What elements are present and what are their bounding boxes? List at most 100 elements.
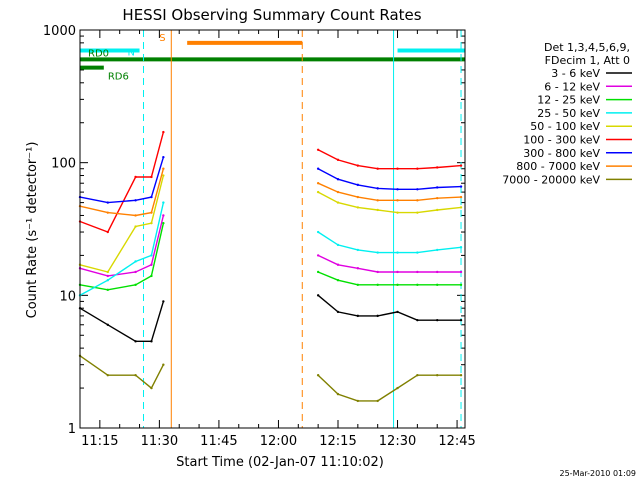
data-point bbox=[150, 274, 153, 278]
data-point bbox=[106, 270, 109, 274]
data-point bbox=[356, 195, 360, 199]
data-point bbox=[106, 230, 109, 234]
data-point bbox=[436, 186, 439, 189]
data-point bbox=[134, 214, 137, 217]
data-point bbox=[416, 167, 419, 170]
data-point bbox=[162, 130, 165, 134]
series-line bbox=[317, 271, 461, 286]
series-line bbox=[79, 131, 165, 233]
state-bar-label: RD0 bbox=[88, 48, 109, 59]
legend-entry-label: 6 - 12 keV bbox=[544, 80, 600, 93]
footer-timestamp: 25-Mar-2010 01:09 bbox=[560, 469, 637, 478]
data-point bbox=[316, 148, 320, 152]
data-point bbox=[356, 314, 360, 318]
data-point bbox=[336, 392, 340, 396]
series-line bbox=[317, 191, 462, 214]
data-point bbox=[316, 230, 320, 234]
data-point bbox=[436, 208, 439, 212]
data-point bbox=[316, 182, 320, 185]
x-tick-label: 12:15 bbox=[319, 434, 356, 449]
data-point bbox=[436, 283, 439, 287]
data-point bbox=[316, 190, 320, 194]
data-point bbox=[436, 270, 439, 274]
data-point bbox=[459, 195, 463, 199]
data-point bbox=[134, 283, 137, 287]
chart-title: HESSI Observing Summary Count Rates bbox=[122, 6, 421, 24]
data-point bbox=[459, 270, 463, 274]
state-bar-label: N bbox=[128, 48, 135, 59]
legend-entry-label: 7000 - 20000 keV bbox=[502, 173, 600, 186]
data-point bbox=[336, 158, 340, 162]
data-point bbox=[416, 270, 419, 274]
data-point bbox=[436, 196, 439, 200]
y-tick-label: 1000 bbox=[43, 24, 76, 39]
data-point bbox=[106, 288, 109, 292]
data-point bbox=[396, 386, 399, 390]
data-point bbox=[150, 263, 153, 266]
data-point bbox=[134, 225, 137, 228]
legend-entry-label: 300 - 800 keV bbox=[523, 147, 600, 160]
data-point bbox=[336, 310, 340, 314]
data-point bbox=[106, 211, 109, 214]
data-point bbox=[316, 254, 320, 257]
state-bar-label: RD6 bbox=[108, 72, 129, 83]
data-point bbox=[376, 199, 379, 202]
data-point bbox=[106, 323, 109, 326]
series-line bbox=[79, 355, 165, 390]
y-tick-label: 100 bbox=[51, 157, 76, 172]
data-point bbox=[316, 374, 320, 377]
data-point bbox=[162, 155, 165, 159]
y-tick-label: 1 bbox=[68, 422, 76, 437]
plot-frame bbox=[79, 29, 466, 429]
data-point bbox=[416, 374, 419, 377]
data-point bbox=[356, 248, 360, 252]
data-point bbox=[376, 167, 379, 170]
data-point bbox=[416, 211, 419, 214]
y-tick-label: 10 bbox=[59, 289, 76, 304]
data-point bbox=[150, 221, 153, 225]
data-point bbox=[459, 318, 463, 322]
data-point bbox=[150, 195, 153, 199]
legend-entry-label: 25 - 50 keV bbox=[537, 107, 600, 120]
legend: Det 1,3,4,5,6,9,FDecim 1, Att 03 - 6 keV… bbox=[502, 41, 632, 186]
series-line bbox=[317, 231, 462, 254]
legend-entry-label: 50 - 100 keV bbox=[530, 120, 600, 133]
data-point bbox=[356, 399, 360, 403]
data-point bbox=[436, 166, 439, 169]
data-point bbox=[416, 318, 419, 322]
data-point bbox=[316, 270, 320, 274]
data-point bbox=[134, 340, 137, 343]
data-point bbox=[106, 279, 109, 282]
data-point bbox=[376, 187, 379, 190]
data-point bbox=[336, 263, 340, 266]
data-point bbox=[356, 164, 360, 167]
data-point bbox=[134, 175, 137, 179]
data-point bbox=[396, 199, 399, 202]
series-line bbox=[79, 156, 165, 204]
series-line bbox=[79, 215, 165, 277]
data-point bbox=[316, 167, 320, 170]
data-point bbox=[396, 283, 399, 287]
series-line bbox=[79, 301, 165, 342]
data-point bbox=[356, 267, 360, 270]
data-point bbox=[376, 270, 379, 274]
x-tick-label: 11:30 bbox=[141, 434, 178, 449]
data-point bbox=[436, 374, 439, 377]
data-point bbox=[162, 300, 165, 303]
data-point bbox=[134, 374, 137, 377]
x-tick-label: 12:30 bbox=[379, 434, 416, 449]
data-point bbox=[396, 270, 399, 274]
x-tick-label: 12:45 bbox=[438, 434, 475, 449]
data-point bbox=[336, 190, 340, 194]
data-point bbox=[162, 167, 165, 170]
data-point bbox=[416, 251, 419, 254]
legend-entry-label: 3 - 6 keV bbox=[551, 67, 600, 80]
data-point bbox=[150, 254, 153, 257]
data-point bbox=[376, 251, 379, 254]
state-bar-label: S bbox=[159, 33, 165, 44]
chart-marks: 1 10 100 1000 11:15 11:30 11:45 12:00 12:15 12:30… bbox=[43, 24, 476, 449]
data-point bbox=[134, 260, 137, 263]
data-point bbox=[436, 248, 439, 252]
data-point bbox=[396, 310, 399, 314]
series-line bbox=[317, 182, 462, 202]
